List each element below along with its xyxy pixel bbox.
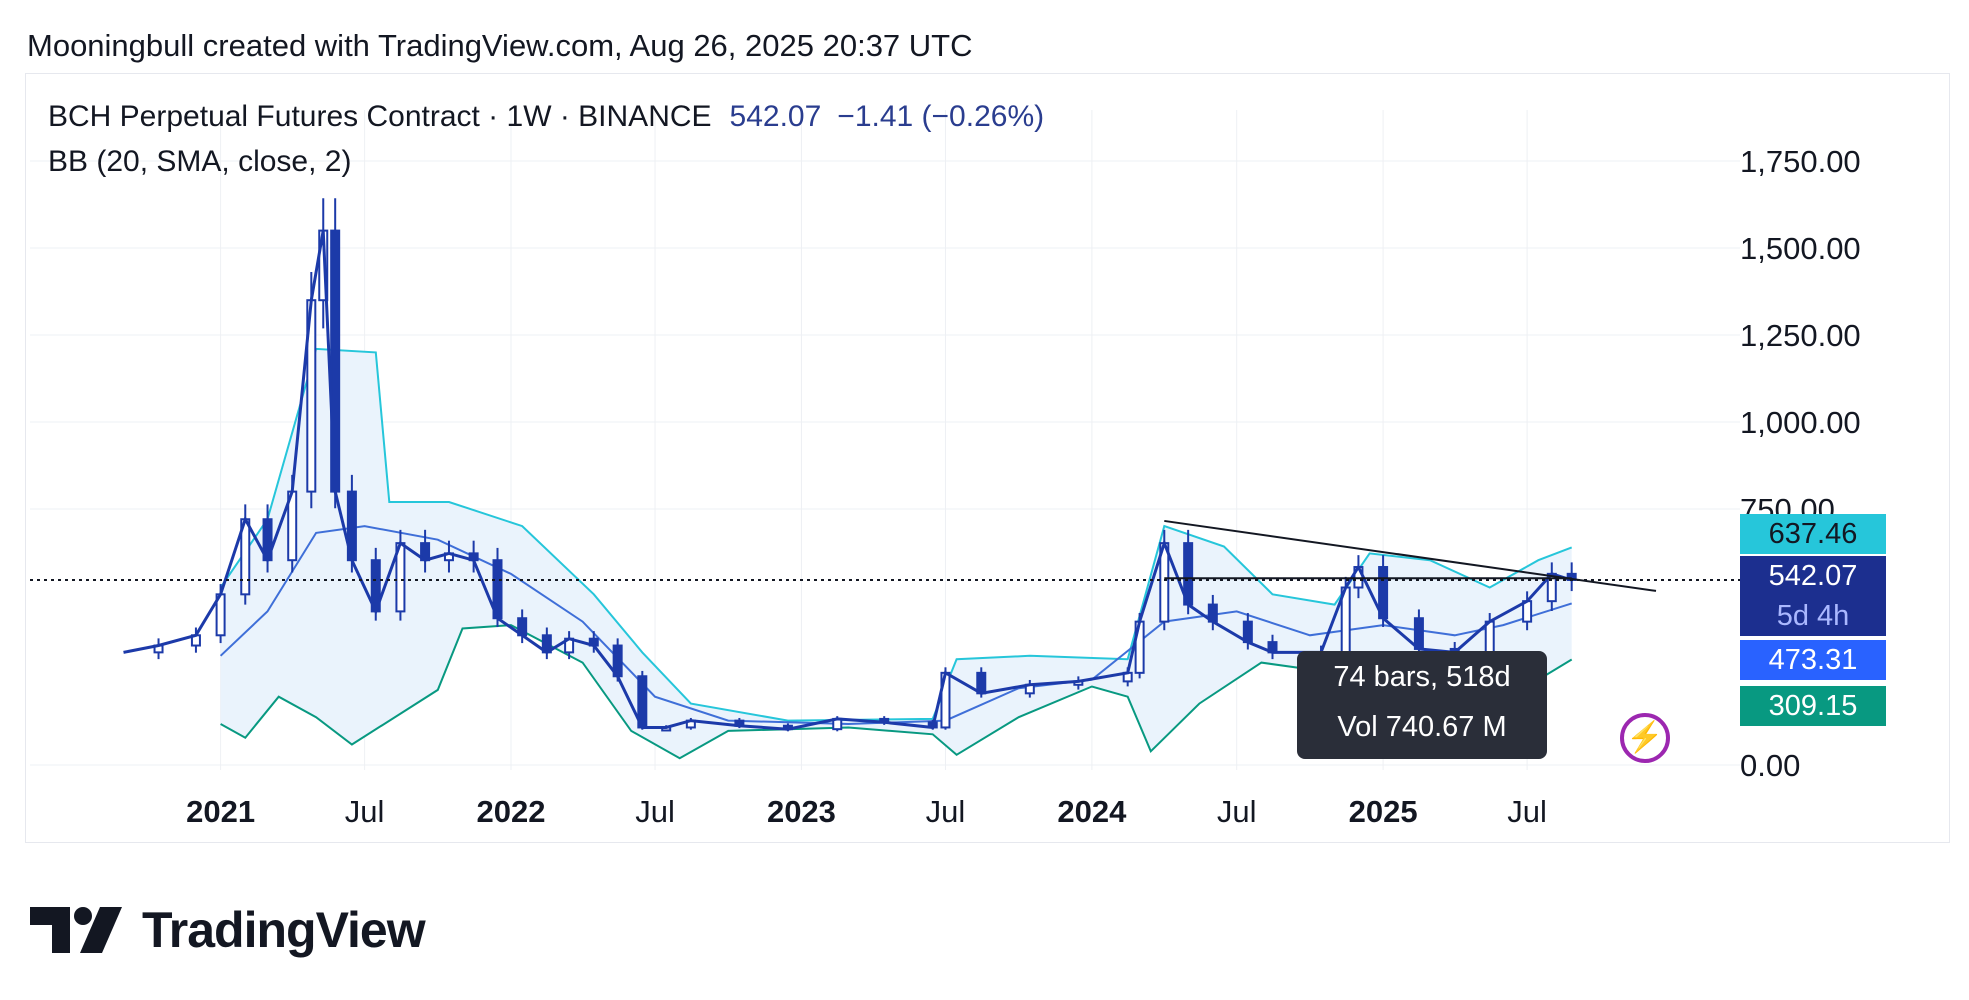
last-price-value: 542.07	[1768, 560, 1858, 592]
descending-trendline	[1164, 519, 1657, 592]
bollinger-band-fill	[220, 348, 1572, 759]
bar-countdown: 5d 4h	[1776, 600, 1850, 632]
last-price-label: 542.07 5d 4h	[1740, 556, 1886, 636]
chart-frame[interactable]	[25, 73, 1950, 843]
x-tick-5: Jul	[926, 794, 966, 829]
y-tick-5: 1,750.00	[1740, 144, 1861, 179]
lightning-icon[interactable]: ⚡	[1620, 713, 1670, 763]
legend-change: −1.41 (−0.26%)	[837, 100, 1045, 133]
symbol-name: BCH Perpetual Futures Contract · 1W · BI…	[48, 100, 712, 133]
y-tick-2: 1,000.00	[1740, 405, 1861, 440]
time-axis: 2021 Jul 2022 Jul 2023 Jul 2024 Jul 2025 Jul	[186, 794, 1547, 829]
x-tick-3: Jul	[635, 794, 675, 829]
price-axis: 0.00750.001,000.001,250.001,500.001,750.…	[1740, 144, 1861, 783]
x-tick-8: 2025	[1349, 794, 1418, 829]
x-tick-9: Jul	[1507, 794, 1547, 829]
x-tick-6: 2024	[1057, 794, 1127, 829]
lower-band-label: 309.15	[1740, 686, 1886, 726]
y-tick-0: 0.00	[1740, 748, 1800, 783]
tradingview-logo-text: TradingView	[142, 902, 426, 958]
x-tick-1: Jul	[345, 794, 385, 829]
tradingview-logo-icon	[30, 907, 122, 953]
basis-label: 473.31	[1740, 640, 1886, 680]
x-tick-0: 2021	[186, 794, 255, 829]
symbol-legend[interactable]: BCH Perpetual Futures Contract · 1W · BI…	[48, 100, 1044, 134]
chart-credit: Mooningbull created with TradingView.com…	[27, 28, 973, 63]
tooltip-volume: Vol 740.67 M	[1337, 711, 1507, 743]
tradingview-logo: TradingView	[30, 900, 426, 960]
price-series-line	[123, 230, 1573, 731]
candle-body-47	[1484, 620, 1495, 654]
x-tick-7: Jul	[1217, 794, 1257, 829]
tooltip-bars: 74 bars, 518d	[1333, 661, 1511, 693]
upper-band-label: 637.46	[1740, 514, 1886, 554]
x-tick-4: 2023	[767, 794, 836, 829]
y-tick-3: 1,250.00	[1740, 318, 1861, 353]
legend-price: 542.07	[729, 100, 822, 133]
y-tick-4: 1,500.00	[1740, 231, 1861, 266]
candle-body-45	[1413, 617, 1424, 650]
indicator-legend[interactable]: BB (20, SMA, close, 2)	[48, 145, 352, 178]
measure-tooltip: 74 bars, 518d Vol 740.67 M	[1297, 651, 1547, 759]
x-tick-2: 2022	[477, 794, 546, 829]
